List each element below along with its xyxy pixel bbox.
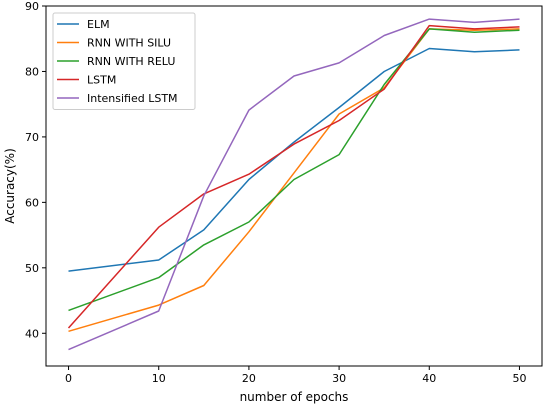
- series-line-intensified-lstm: [68, 18, 520, 351]
- y-tick-label: 60: [25, 196, 39, 209]
- legend-frame: [52, 12, 196, 110]
- legend: ELM RNN WITH SILU RNN WITH RELU LSTM Intensi…: [52, 12, 196, 110]
- y-tick-label: 50: [25, 262, 39, 275]
- x-tick-label: 40: [422, 372, 436, 385]
- x-tick-label: 10: [152, 372, 166, 385]
- x-axis-ticks: 0 10 20 30 40 50: [65, 366, 526, 385]
- legend-items: ELM RNN WITH SILU RNN WITH RELU LSTM Intensi…: [57, 18, 178, 105]
- series-line-elm: [68, 47, 520, 272]
- y-tick-label: 90: [25, 0, 39, 13]
- series-line-lstm: [67, 24, 520, 329]
- legend-label-rnn-with-silu: RNN WITH SILU: [87, 37, 171, 50]
- x-axis-label: number of epochs: [240, 390, 349, 404]
- series-line-rnn-with-relu: [68, 28, 520, 312]
- legend-label-lstm: LSTM: [87, 74, 116, 87]
- x-tick-label: 20: [242, 372, 256, 385]
- y-axis-ticks: 40 50 60 70 80 90: [25, 0, 46, 340]
- axes-frame: [45, 5, 543, 367]
- plot-area: [45, 5, 543, 367]
- series-layer: [67, 18, 520, 351]
- legend-label-rnn-with-relu: RNN WITH RELU: [87, 55, 175, 68]
- legend-label-elm: ELM: [87, 18, 110, 31]
- y-tick-label: 80: [25, 65, 39, 78]
- series-line-rnn-with-silu: [68, 28, 520, 333]
- x-tick-label: 0: [65, 372, 72, 385]
- y-tick-label: 70: [25, 131, 39, 144]
- x-tick-label: 30: [332, 372, 346, 385]
- legend-label-intensified-lstm: Intensified LSTM: [87, 92, 178, 105]
- y-tick-label: 40: [25, 327, 39, 340]
- x-tick-label: 50: [512, 372, 526, 385]
- y-axis-label: Accuracy(%): [3, 148, 17, 224]
